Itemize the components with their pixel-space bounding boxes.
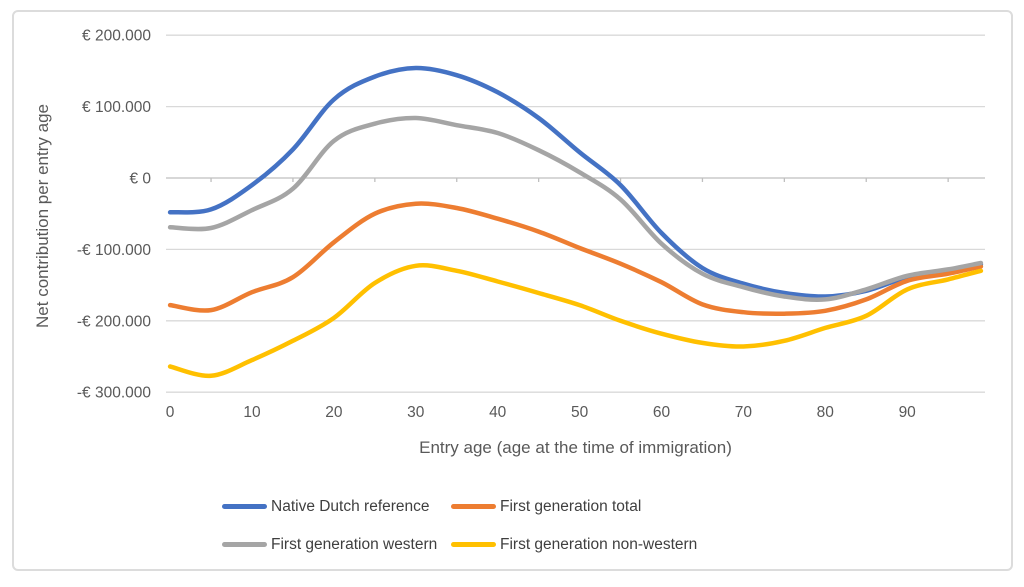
y-tick-label: -€ 300.000 <box>77 385 151 402</box>
y-tick-label: € 0 <box>129 171 151 188</box>
x-tick-label: 30 <box>407 404 425 421</box>
legend-swatch <box>451 542 496 547</box>
legend-label: First generation total <box>500 497 642 515</box>
legend-item-first-generation-non-western: First generation non-western <box>451 532 697 557</box>
chart-legend: Native Dutch reference First generation t… <box>222 494 697 557</box>
series-line-first-generation-western <box>167 115 984 302</box>
legend-swatch <box>451 504 496 509</box>
x-tick-label: 20 <box>325 404 343 421</box>
x-tick-label: 90 <box>899 404 917 421</box>
legend-label: First generation non-western <box>500 535 698 553</box>
y-axis-title: Net contribution per entry age <box>33 104 52 328</box>
y-tick-label: € 200.000 <box>82 28 151 45</box>
legend-swatch <box>222 542 267 547</box>
series-line-native-dutch-reference <box>167 65 984 299</box>
legend-item-native-dutch-reference: Native Dutch reference <box>222 494 451 519</box>
legend-label: First generation western <box>271 535 438 553</box>
series-line-first-generation-total <box>167 201 984 317</box>
y-tick-label: -€ 100.000 <box>77 242 151 259</box>
x-tick-label: 40 <box>489 404 507 421</box>
x-tick-label: 80 <box>817 404 835 421</box>
x-tick-label: 0 <box>166 404 175 421</box>
x-tick-label: 60 <box>653 404 671 421</box>
x-tick-label: 10 <box>243 404 261 421</box>
legend-label: Native Dutch reference <box>271 497 430 515</box>
legend-item-first-generation-total: First generation total <box>451 494 697 519</box>
x-axis-title: Entry age (age at the time of immigratio… <box>419 438 732 457</box>
series-line-first-generation-non-western <box>167 263 984 379</box>
chart-frame <box>12 10 1013 571</box>
y-tick-label: € 100.000 <box>82 99 151 116</box>
legend-item-first-generation-western: First generation western <box>222 532 451 557</box>
y-tick-label: -€ 200.000 <box>77 313 151 330</box>
x-tick-label: 50 <box>571 404 589 421</box>
x-tick-label: 70 <box>735 404 753 421</box>
legend-swatch <box>222 504 267 509</box>
